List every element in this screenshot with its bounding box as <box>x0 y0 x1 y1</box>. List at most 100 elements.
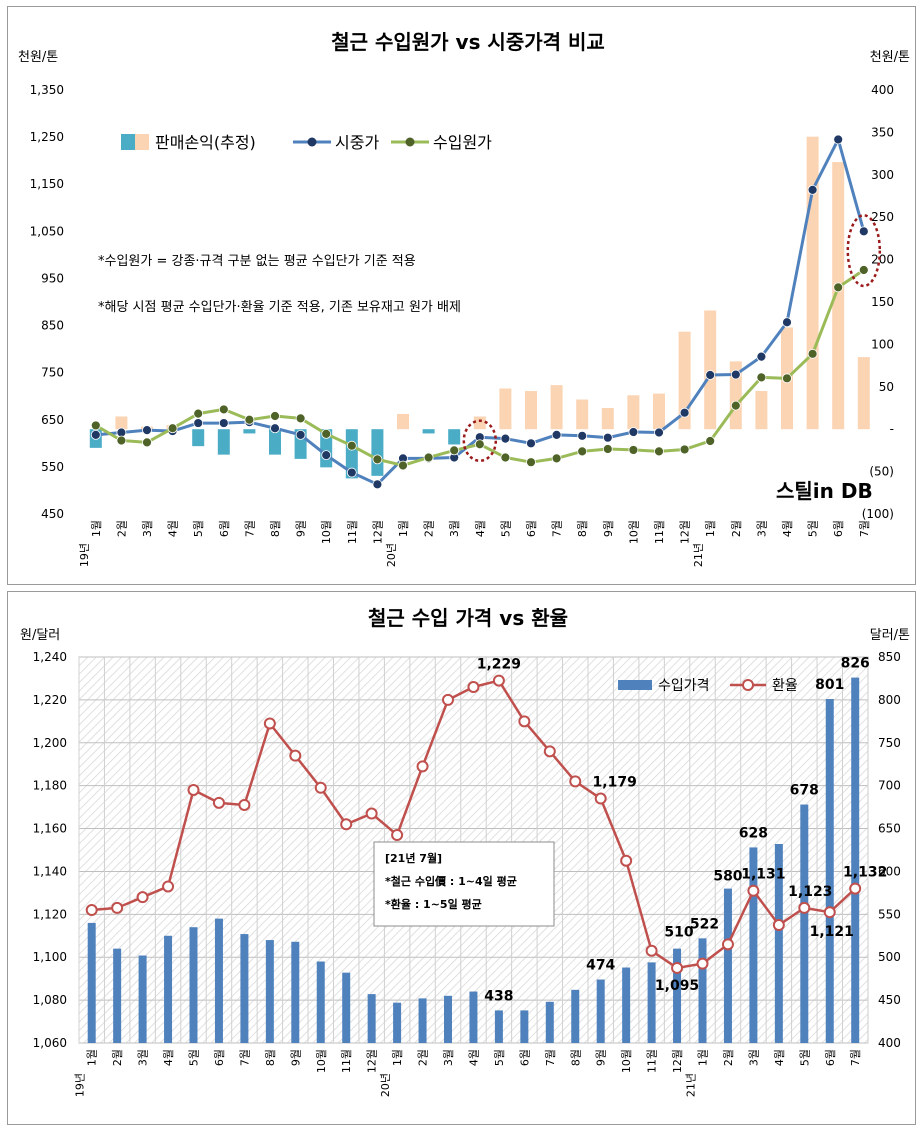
exchange-rate-data-label: 1,095 <box>655 978 699 994</box>
y-left-tick-label: 1,080 <box>33 993 67 1007</box>
exchange-rate-point <box>467 681 480 694</box>
import-cost-point <box>218 404 229 415</box>
import-cost-point <box>142 437 152 448</box>
import-cost-point <box>807 348 818 359</box>
chart-note-1: *수입원가 = 강종·규격 구분 없는 평균 수입단가 기준 적용 <box>98 254 416 269</box>
y-left-unit: 천원/톤 <box>18 50 58 65</box>
profit-bar <box>601 408 614 430</box>
x-month-label: 10월 <box>620 1049 633 1073</box>
legend-marker-market <box>307 137 317 147</box>
exchange-rate-point <box>798 901 811 914</box>
y-right-tick-label: 800 <box>878 693 901 707</box>
exchange-rate-point <box>238 798 251 811</box>
exchange-rate-data-label: 1,132 <box>843 865 887 881</box>
y-left-tick-label: 1,140 <box>33 864 67 878</box>
x-month-label: 7월 <box>238 1049 251 1066</box>
import-cost-point <box>526 457 536 468</box>
profit-bar <box>371 429 384 476</box>
y-left-tick-label: 1,150 <box>30 177 64 191</box>
import-cost-point <box>167 423 178 434</box>
market-price-point <box>321 450 332 461</box>
import-price-bar <box>851 677 860 1043</box>
chart-svg-import-price-vs-exchange: 철근 수입 가격 vs 환율 원/달러 달러/톤 1,060 1,080 1,100… <box>20 606 910 1097</box>
market-price-point <box>142 425 152 436</box>
import-price-bar <box>622 967 631 1043</box>
profit-bar <box>704 310 717 430</box>
y-right-unit: 달러/톤 <box>870 628 910 643</box>
import-price-bar <box>367 994 376 1043</box>
exchange-rate-point <box>263 717 276 730</box>
market-price-point <box>90 429 101 440</box>
market-price-point <box>807 184 818 195</box>
chart-panel-import-price-vs-exchange: 철근 수입 가격 vs 환율 원/달러 달러/톤 1,060 1,080 1,100… <box>7 591 916 1125</box>
x-month-label: 11월 <box>653 520 666 544</box>
import-price-bar <box>291 941 300 1043</box>
x-month-label: 4월 <box>467 1049 480 1066</box>
import-price-bar <box>673 948 682 1043</box>
import-cost-point <box>295 413 306 424</box>
market-price-point <box>782 317 792 328</box>
x-month-label: 5월 <box>493 1049 506 1066</box>
x-month-label: 8월 <box>569 1049 582 1066</box>
exchange-rate-point <box>111 901 124 914</box>
import-price-bar <box>647 962 656 1043</box>
import-price-data-label: 826 <box>841 656 870 672</box>
import-price-bar <box>240 934 249 1043</box>
highlight-circle <box>462 419 498 462</box>
profit-bar <box>525 391 537 430</box>
import-cost-point <box>193 408 204 419</box>
exchange-rate-point <box>212 796 225 809</box>
x-month-label: 2월 <box>115 520 128 537</box>
x-month-label: 3월 <box>747 1049 760 1066</box>
x-month-label: 12월 <box>679 520 692 544</box>
import-cost-point <box>90 420 101 431</box>
x-month-label: 3월 <box>448 520 461 537</box>
legend-marker-import <box>405 137 415 147</box>
profit-bar <box>422 429 435 434</box>
exchange-rate-point <box>823 906 836 919</box>
y-left-tick-label: 1,350 <box>30 83 64 97</box>
profit-bar <box>755 391 768 430</box>
exchange-rate-point <box>314 781 327 794</box>
x-month-label: 12월 <box>366 1049 379 1073</box>
x-month-label: 1월 <box>391 1049 404 1066</box>
import-cost-point <box>833 282 844 293</box>
exchange-rate-data-label: 1,179 <box>593 775 637 791</box>
market-price-point <box>270 423 280 434</box>
market-price-point <box>372 479 383 490</box>
import-cost-point <box>500 452 511 463</box>
x-month-label: 3월 <box>442 1049 455 1066</box>
x-year-label: 19년 <box>78 543 91 567</box>
import-cost-point <box>602 444 613 454</box>
exchange-rate-point <box>340 818 353 831</box>
import-price-bar <box>87 922 96 1043</box>
x-month-label: 10월 <box>320 520 333 544</box>
import-cost-point <box>782 373 792 384</box>
import-cost-point <box>372 454 383 465</box>
x-month-label: 11월 <box>646 1049 659 1073</box>
exchange-rate-point <box>492 674 505 687</box>
note-box-frame <box>373 841 555 927</box>
profit-bar <box>473 416 486 430</box>
exchange-rate-point <box>772 919 785 932</box>
note-box: [21년 7월] *철근 수입價 : 1~4일 평균 *환율 : 1~5일 평균 <box>373 841 555 927</box>
profit-bar <box>243 429 256 434</box>
x-month-label: 4월 <box>773 1049 786 1066</box>
import-cost-point <box>730 400 741 411</box>
import-price-data-label: 801 <box>815 677 844 693</box>
import-price-bar <box>189 927 198 1043</box>
x-month-label: 6월 <box>218 520 231 537</box>
exchange-rate-point <box>569 775 582 788</box>
y-left-tick-label: 750 <box>41 366 64 380</box>
x-month-label: 7월 <box>544 1049 557 1066</box>
legend-label-exchange: 환율 <box>772 678 798 694</box>
chart-title: 철근 수입원가 vs 시중가격 비교 <box>331 30 605 54</box>
market-price-point <box>705 370 716 380</box>
import-price-data-label: 678 <box>790 783 819 799</box>
chart-legend: 수입가격 환율 <box>618 678 798 694</box>
import-price-data-label: 474 <box>586 958 615 974</box>
import-cost-point <box>321 429 332 439</box>
x-month-label: 11월 <box>346 520 359 544</box>
market-price-point <box>654 427 664 438</box>
chart-legend: 판매손익(추정) 시중가 수입원가 <box>121 133 492 152</box>
